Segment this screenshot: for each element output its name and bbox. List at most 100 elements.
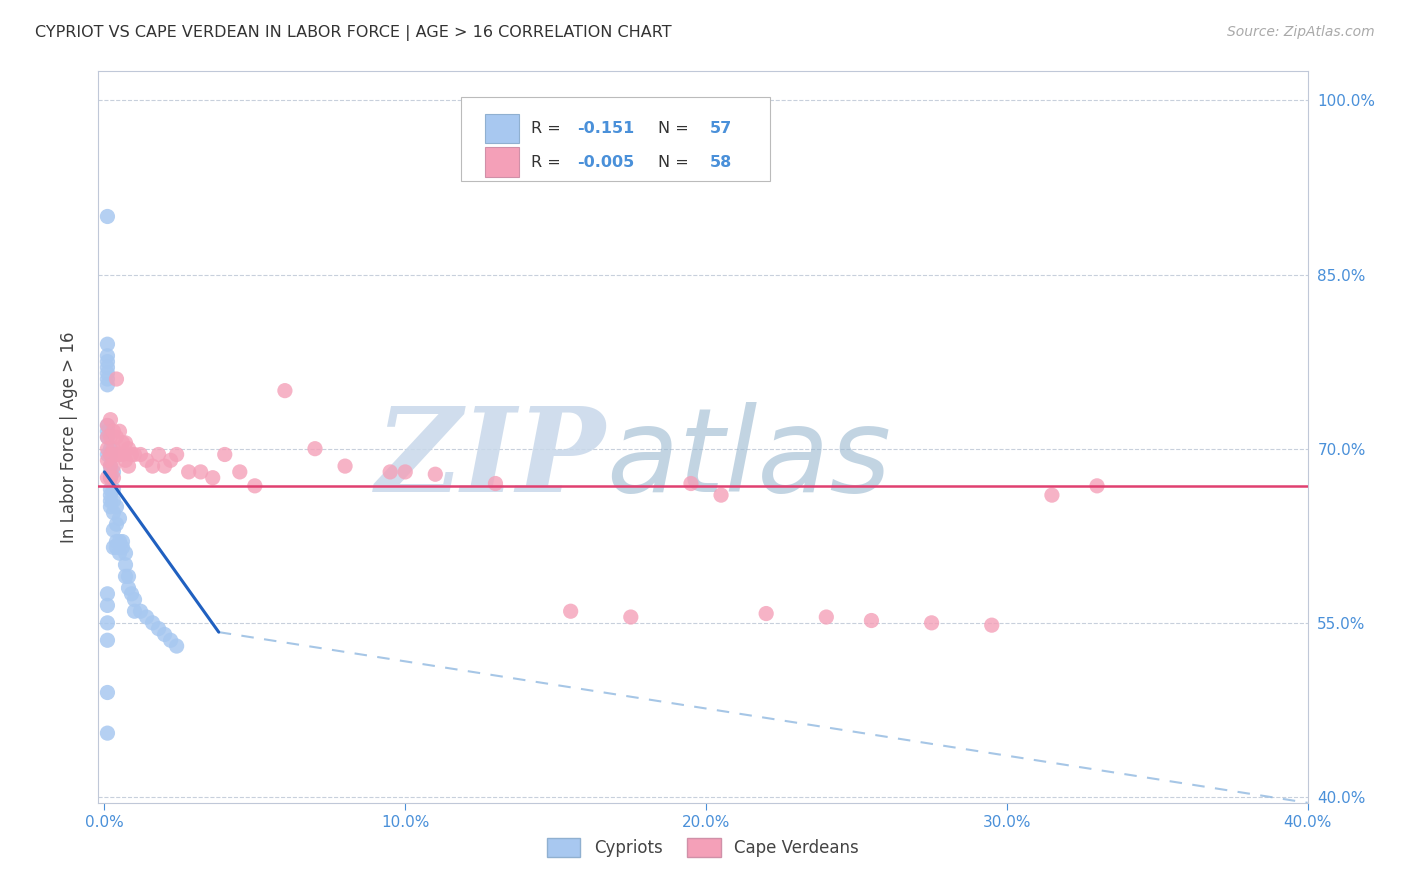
Point (96, 587, 118, 601)
Point (108, 511, 131, 525)
Point (921, 615, 943, 630)
Point (100, 500, 122, 514)
Point (121, 448, 143, 462)
Point (333, 459, 356, 474)
Point (111, 448, 134, 462)
Point (96, 726, 118, 740)
Text: Source: ZipAtlas.com: Source: ZipAtlas.com (1227, 25, 1375, 39)
Point (111, 436, 134, 450)
Point (96, 615, 118, 630)
Point (679, 476, 702, 491)
Point (96, 430, 118, 444)
Text: -0.151: -0.151 (578, 120, 634, 136)
Point (103, 465, 125, 479)
Point (105, 372, 128, 386)
Point (153, 627, 176, 641)
Point (148, 448, 170, 462)
Text: 58: 58 (710, 154, 733, 169)
Point (425, 467, 447, 482)
Text: atlas: atlas (606, 402, 891, 516)
Point (96, 633, 118, 648)
Point (103, 424, 125, 438)
Point (108, 534, 131, 549)
Point (96, 210, 118, 224)
Point (96, 354, 118, 368)
Point (117, 569, 139, 583)
Point (108, 448, 131, 462)
Point (96, 424, 118, 438)
Legend: Cypriots, Cape Verdeans: Cypriots, Cape Verdeans (540, 831, 866, 864)
Point (117, 581, 139, 595)
Point (304, 442, 326, 456)
Point (135, 453, 157, 467)
Point (100, 412, 122, 426)
Point (103, 506, 125, 520)
Point (111, 534, 134, 549)
Text: 57: 57 (710, 120, 733, 136)
Point (815, 610, 838, 624)
Point (166, 448, 188, 462)
Point (96, 448, 118, 462)
Point (129, 604, 152, 618)
Point (96, 418, 118, 433)
Point (755, 607, 778, 621)
Point (100, 459, 122, 474)
Point (620, 610, 643, 624)
Point (114, 546, 136, 560)
Point (229, 465, 252, 479)
Text: N =: N = (658, 154, 695, 169)
Point (710, 488, 733, 502)
Point (166, 639, 188, 653)
Point (103, 459, 125, 474)
Point (114, 558, 136, 572)
Text: R =: R = (531, 154, 567, 169)
Point (100, 488, 122, 502)
FancyBboxPatch shape (461, 97, 769, 181)
Point (103, 471, 125, 485)
Point (111, 541, 134, 555)
Point (394, 465, 416, 479)
Point (124, 592, 146, 607)
Point (114, 436, 136, 450)
Point (105, 534, 128, 549)
Text: N =: N = (658, 120, 695, 136)
Point (96, 349, 118, 363)
Point (96, 685, 118, 699)
Point (484, 476, 506, 491)
Point (103, 442, 125, 456)
Point (96, 360, 118, 375)
Point (117, 459, 139, 474)
Point (135, 610, 157, 624)
Point (96, 430, 118, 444)
Point (100, 448, 122, 462)
Point (96, 471, 118, 485)
Point (96, 442, 118, 456)
Text: CYPRIOT VS CAPE VERDEAN IN LABOR FORCE | AGE > 16 CORRELATION CHART: CYPRIOT VS CAPE VERDEAN IN LABOR FORCE |… (35, 25, 672, 41)
Text: ZIP: ZIP (377, 401, 606, 516)
Point (148, 622, 170, 636)
Point (214, 448, 236, 462)
Text: -0.005: -0.005 (578, 154, 634, 169)
Point (103, 523, 125, 537)
Point (100, 430, 122, 444)
Point (103, 494, 125, 508)
Point (96, 377, 118, 392)
Point (96, 337, 118, 351)
Point (105, 500, 128, 514)
Bar (485, 147, 519, 177)
Point (103, 483, 125, 497)
Point (96, 453, 118, 467)
Point (100, 471, 122, 485)
Point (190, 465, 212, 479)
Point (380, 465, 402, 479)
Point (108, 546, 131, 560)
Point (860, 614, 883, 628)
Point (142, 459, 165, 474)
Point (100, 494, 122, 508)
Point (100, 471, 122, 485)
Point (177, 465, 200, 479)
Point (159, 633, 181, 648)
Point (105, 430, 128, 444)
Point (100, 465, 122, 479)
Point (105, 448, 128, 462)
